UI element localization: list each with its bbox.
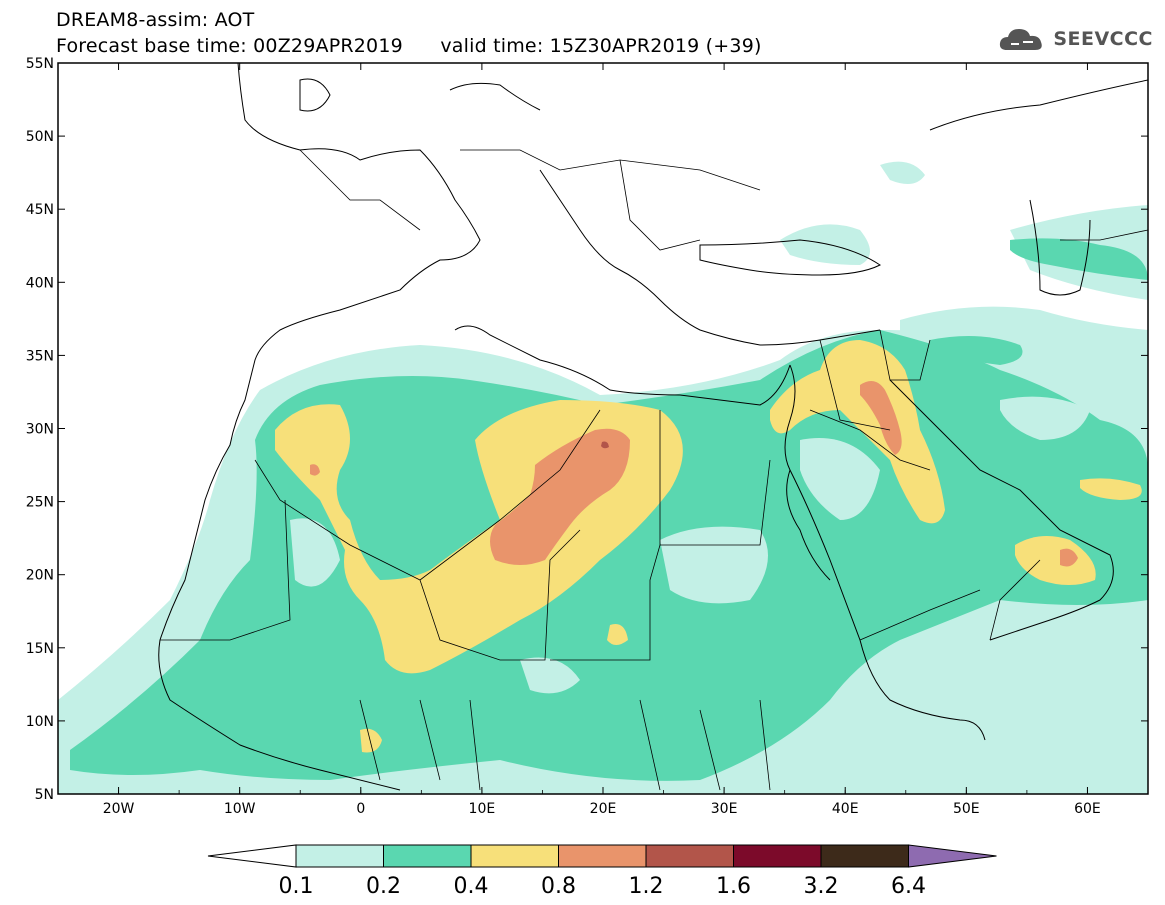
lon-tick-label: 30E — [711, 801, 738, 817]
aot-level-0-8 — [310, 381, 1078, 567]
colorbar-swatch — [820, 844, 909, 868]
lon-tick-label: 10W — [224, 801, 256, 817]
lat-tick-label: 55N — [26, 56, 54, 72]
colorbar-label: 1.6 — [716, 874, 751, 899]
colorbar-swatch — [295, 844, 384, 868]
colorbar-label: 0.8 — [541, 874, 576, 899]
lon-tick-label: 60E — [1074, 801, 1101, 817]
lat-tick-label: 10N — [26, 714, 54, 730]
lat-tick-label: 35N — [26, 348, 54, 364]
lat-tick-label: 30N — [26, 422, 54, 438]
lat-tick-label: 20N — [26, 568, 54, 584]
colorbar-arrow-high — [908, 844, 997, 868]
aot-colorbar: 0.1 0.2 0.4 0.8 1.2 1.6 3.2 6.4 — [207, 844, 997, 899]
lon-tick-label: 40E — [832, 801, 859, 817]
colorbar-label: 0.2 — [366, 874, 401, 899]
aot-gaps — [290, 396, 1090, 694]
lat-tick-label: 40N — [26, 275, 54, 291]
cloud-icon — [1000, 29, 1043, 50]
colorbar-swatch — [733, 844, 822, 868]
colorbar-swatch — [558, 844, 647, 868]
colorbar-swatch — [383, 844, 472, 868]
latitude-axis: 55N 50N 45N 40N 35N 30N 25N 20N 15N 10N 5N — [26, 56, 1148, 803]
colorbar-label: 1.2 — [629, 874, 664, 899]
colorbar-swatch — [470, 844, 559, 868]
forecast-times: Forecast base time: 00Z29APR2019 valid t… — [56, 35, 762, 57]
lon-tick-label: 0 — [356, 801, 365, 817]
lat-tick-label: 50N — [26, 129, 54, 145]
colorbar-swatch — [645, 844, 734, 868]
colorbar-label: 0.4 — [454, 874, 489, 899]
colorbar-label: 0.1 — [279, 874, 314, 899]
lon-tick-label: 20W — [103, 801, 135, 817]
lat-tick-label: 25N — [26, 495, 54, 511]
lat-tick-label: 15N — [26, 641, 54, 657]
colorbar-label: 6.4 — [891, 874, 926, 899]
lat-tick-label: 45N — [26, 202, 54, 218]
lon-tick-label: 50E — [953, 801, 980, 817]
lat-tick-label: 5N — [35, 787, 54, 803]
lon-tick-label: 20E — [590, 801, 617, 817]
country-borders — [160, 149, 1148, 791]
aot-field — [58, 63, 1148, 794]
longitude-axis: 20W 10W 0 10E 20E 30E 40E 50E 60E — [57, 63, 1149, 817]
aot-level-1-2 — [601, 441, 609, 449]
lon-tick-label: 10E — [469, 801, 496, 817]
coastlines — [158, 63, 1148, 791]
seevccc-logo: SEEVCCC — [997, 24, 1153, 54]
colorbar-label: 3.2 — [804, 874, 839, 899]
colorbar-arrow-low — [207, 844, 297, 868]
logo-text: SEEVCCC — [1053, 28, 1153, 50]
map-title: DREAM8-assim: AOT — [56, 9, 255, 31]
